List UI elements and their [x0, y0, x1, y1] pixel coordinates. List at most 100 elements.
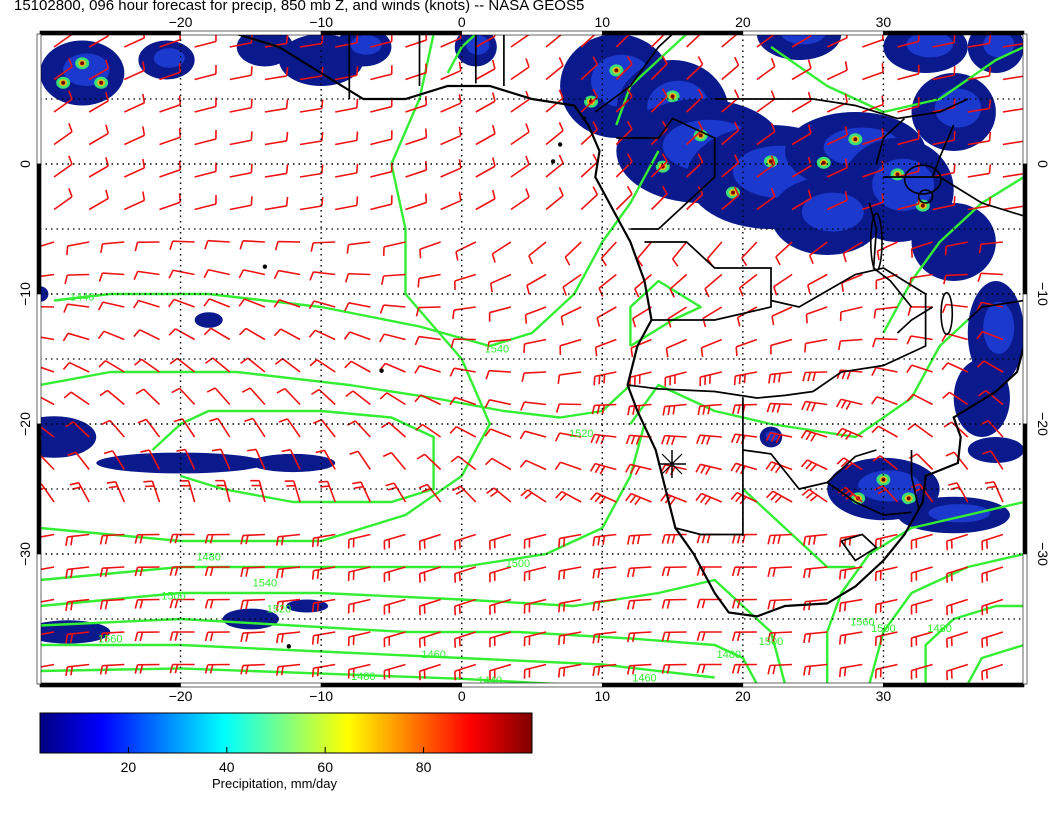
colorbar-tick-label: 60 — [317, 759, 333, 775]
island — [379, 368, 384, 373]
lat-tick-label-right: −10 — [1035, 282, 1051, 306]
wind-barb — [967, 164, 992, 178]
wind-barb — [767, 533, 793, 545]
wind-barb — [299, 131, 324, 146]
wind-barb — [731, 631, 757, 642]
wind-barb — [945, 451, 969, 470]
precip-cell — [906, 496, 911, 501]
wind-barb — [414, 335, 441, 346]
wind-barb — [134, 533, 160, 544]
contour-label: 1520 — [569, 428, 593, 440]
wind-barb — [977, 272, 1003, 283]
wind-barb — [625, 434, 652, 445]
wind-barb — [98, 272, 125, 282]
wind-barb — [275, 533, 301, 546]
wind-barb — [942, 391, 969, 406]
wind-barb — [343, 331, 371, 341]
wind-barb — [238, 269, 266, 279]
wind-barb — [626, 533, 652, 545]
wind-barb — [967, 66, 992, 81]
wind-barb — [418, 663, 441, 681]
wind-barb — [67, 451, 90, 470]
height-contour — [966, 643, 1024, 684]
wind-barb — [194, 129, 217, 146]
wind-barb — [510, 58, 530, 81]
wind-barb — [944, 241, 968, 256]
wind-barb — [686, 56, 704, 81]
wind-barb — [580, 88, 599, 113]
wind-barb — [171, 387, 196, 406]
wind-barb — [803, 566, 828, 579]
wind-barb — [768, 371, 793, 384]
wind-barb — [510, 34, 530, 48]
wind-barb — [99, 389, 125, 406]
wind-barb — [662, 403, 687, 416]
wind-barb — [405, 34, 428, 48]
wind-barb — [241, 387, 266, 406]
wind-barb — [592, 533, 617, 547]
island — [557, 142, 563, 147]
height-contour — [40, 667, 578, 684]
wind-barb — [526, 273, 547, 295]
wind-barb — [803, 533, 828, 546]
chart-title: 15102800, 096 hour forecast for precip, … — [14, 0, 585, 14]
wind-barb — [510, 188, 530, 211]
lat-lon-grid — [40, 34, 1024, 684]
lake — [917, 189, 934, 204]
wind-barb — [453, 273, 477, 290]
wind-barb — [805, 306, 828, 324]
wind-barb — [264, 196, 289, 211]
wind-barb — [767, 598, 793, 610]
lat-tick-label-right: −20 — [1035, 412, 1051, 436]
wind-barb — [943, 273, 968, 285]
wind-barb — [440, 191, 462, 211]
wind-barb — [941, 303, 968, 314]
island — [550, 159, 556, 164]
precip-area — [194, 312, 223, 328]
wind-barb — [766, 490, 793, 504]
colorbar-tick-label: 80 — [416, 759, 432, 775]
wind-barb — [229, 66, 253, 81]
wind-barb — [615, 185, 633, 211]
wind-barb — [906, 393, 933, 406]
wind-barb — [967, 99, 992, 113]
wind-barb — [229, 196, 253, 211]
wind-barb — [489, 631, 512, 648]
wind-barb — [475, 92, 496, 113]
wind-barb — [489, 598, 512, 615]
wind-barb — [967, 196, 992, 211]
wind-barb — [124, 191, 146, 211]
wind-barb — [735, 338, 758, 356]
wind-barb — [168, 328, 196, 341]
wind-barb — [344, 302, 371, 312]
wind-barb — [405, 161, 428, 178]
precip-area — [40, 620, 111, 644]
wind-barb — [910, 566, 933, 583]
wind-barb — [65, 566, 90, 579]
wind-barb — [580, 56, 599, 81]
wind-barb — [99, 566, 125, 578]
wind-barb — [274, 240, 301, 251]
wind-barb — [558, 663, 582, 678]
wind-barb — [523, 338, 547, 353]
contour-label: 1560 — [850, 617, 874, 629]
wind-barb — [738, 273, 758, 297]
height-contour — [40, 578, 787, 684]
island — [286, 644, 292, 649]
wind-barb — [897, 162, 920, 178]
wind-barb — [770, 338, 793, 355]
country-border — [931, 124, 955, 178]
wind-barb — [124, 34, 146, 48]
wind-barb — [311, 598, 336, 613]
frame-segment — [36, 163, 42, 295]
wind-barb — [65, 421, 90, 438]
wind-barb — [203, 327, 231, 341]
wind-barb — [379, 392, 406, 406]
wind-barb — [932, 66, 956, 81]
wind-barb — [344, 360, 371, 373]
wind-barb — [244, 417, 266, 438]
frame-segment — [180, 682, 322, 688]
wind-barb — [523, 566, 547, 582]
wind-barb — [910, 631, 933, 648]
